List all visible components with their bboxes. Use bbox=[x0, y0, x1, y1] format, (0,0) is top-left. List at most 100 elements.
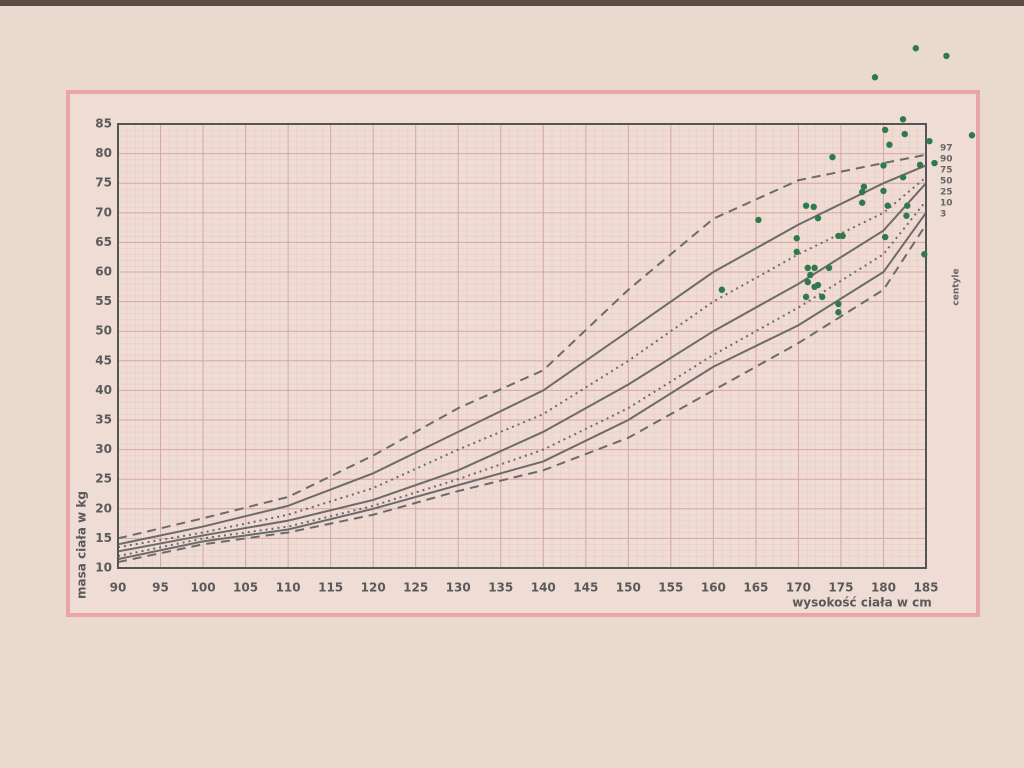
data-point bbox=[881, 233, 889, 241]
centile-line bbox=[117, 153, 927, 540]
data-point bbox=[718, 286, 726, 293]
data-point bbox=[802, 202, 810, 209]
y-tick-label: 50 bbox=[95, 324, 112, 338]
y-tick-label: 75 bbox=[95, 176, 112, 190]
data-point bbox=[835, 309, 842, 316]
centile-line bbox=[117, 200, 927, 558]
x-tick-label: 105 bbox=[233, 581, 258, 595]
data-point bbox=[880, 162, 887, 169]
data-point bbox=[804, 264, 811, 272]
data-point bbox=[926, 137, 933, 145]
y-tick-label: 55 bbox=[95, 294, 112, 308]
data-point bbox=[881, 126, 889, 134]
data-point bbox=[899, 116, 907, 123]
data-point bbox=[829, 153, 836, 161]
data-point bbox=[886, 141, 893, 148]
data-point bbox=[921, 251, 928, 258]
x-tick-label: 110 bbox=[276, 581, 301, 595]
data-point bbox=[860, 183, 868, 190]
y-tick-label: 30 bbox=[95, 442, 112, 456]
data-point bbox=[825, 264, 833, 272]
data-point bbox=[880, 187, 887, 195]
data-point bbox=[819, 293, 826, 301]
x-axis-label: wysokość ciała w cm bbox=[792, 596, 932, 610]
minor-grid bbox=[118, 124, 926, 568]
data-point bbox=[810, 203, 817, 211]
y-axis-label: masa ciała w kg bbox=[75, 491, 89, 599]
x-tick-label: 115 bbox=[318, 581, 343, 595]
data-point bbox=[859, 188, 866, 196]
x-tick-label: 150 bbox=[616, 581, 641, 595]
data-point bbox=[912, 45, 919, 52]
data-point bbox=[835, 300, 842, 308]
legend-label: 90 bbox=[940, 155, 953, 165]
x-tick-label: 170 bbox=[786, 581, 811, 595]
plot-border bbox=[117, 123, 927, 569]
x-tick-label: 120 bbox=[361, 581, 386, 595]
y-tick-label: 60 bbox=[95, 265, 112, 279]
x-tick-label: 165 bbox=[743, 581, 768, 595]
y-tick-label: 70 bbox=[95, 205, 112, 219]
data-point bbox=[811, 283, 818, 290]
annotation: centyle bbox=[952, 268, 962, 305]
y-tick-label: 10 bbox=[95, 561, 112, 575]
data-point bbox=[903, 212, 910, 219]
data-point bbox=[884, 202, 891, 209]
data-point bbox=[968, 132, 976, 139]
data-point bbox=[793, 235, 800, 242]
x-tick-label: 90 bbox=[110, 581, 127, 595]
data-point bbox=[931, 159, 938, 167]
x-tick-label: 180 bbox=[871, 581, 896, 595]
legend-label: 75 bbox=[940, 166, 953, 176]
labels: 90 95 100 105 110 115 120 125 130 135 140 145 150 155… bbox=[95, 117, 952, 595]
x-tick-label: 160 bbox=[701, 581, 726, 595]
x-tick-label: 100 bbox=[191, 581, 216, 595]
x-tick-label: 185 bbox=[913, 581, 938, 595]
points bbox=[718, 45, 976, 316]
x-tick-label: 130 bbox=[446, 581, 471, 595]
data-point bbox=[899, 174, 907, 181]
data-point bbox=[814, 214, 822, 222]
y-tick-label: 85 bbox=[95, 117, 112, 131]
y-tick-label: 15 bbox=[95, 531, 112, 545]
y-tick-label: 25 bbox=[95, 472, 112, 486]
x-tick-label: 145 bbox=[573, 581, 598, 595]
data-point bbox=[904, 202, 911, 209]
x-tick-label: 155 bbox=[658, 581, 683, 595]
centile-line bbox=[117, 164, 927, 546]
data-point bbox=[943, 52, 950, 60]
centile-lines bbox=[117, 153, 927, 564]
y-tick-label: 45 bbox=[95, 353, 112, 367]
data-point bbox=[807, 271, 814, 279]
x-tick-label: 175 bbox=[828, 581, 853, 595]
data-point bbox=[901, 130, 908, 138]
legend-label: 50 bbox=[940, 177, 953, 187]
y-tick-label: 40 bbox=[95, 383, 112, 397]
legend-label: 97 bbox=[940, 144, 953, 154]
centile-line bbox=[117, 176, 927, 549]
data-point bbox=[804, 278, 811, 286]
y-tick-label: 20 bbox=[95, 501, 112, 515]
data-point bbox=[811, 264, 818, 272]
legend-label: 25 bbox=[940, 188, 953, 198]
x-tick-label: 135 bbox=[488, 581, 513, 595]
data-point bbox=[793, 248, 800, 256]
x-tick-label: 95 bbox=[152, 581, 169, 595]
data-point bbox=[839, 232, 846, 240]
y-tick-label: 35 bbox=[95, 413, 112, 427]
legend-label: 3 bbox=[940, 210, 946, 220]
data-point bbox=[859, 199, 866, 206]
data-point bbox=[755, 216, 762, 224]
data-point bbox=[871, 74, 879, 81]
y-tick-label: 80 bbox=[95, 146, 112, 160]
photo-edge bbox=[0, 0, 1024, 6]
centile-line bbox=[117, 224, 927, 564]
y-tick-label: 65 bbox=[95, 235, 112, 249]
x-tick-label: 140 bbox=[531, 581, 556, 595]
data-point bbox=[916, 161, 924, 169]
legend-label: 10 bbox=[940, 199, 953, 209]
x-tick-label: 125 bbox=[403, 581, 428, 595]
centile-line bbox=[117, 212, 927, 561]
